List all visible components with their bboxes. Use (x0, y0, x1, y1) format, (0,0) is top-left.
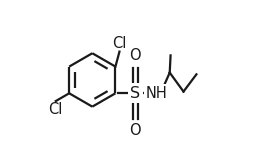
Text: O: O (130, 123, 141, 138)
Text: Cl: Cl (48, 102, 62, 118)
Text: NH: NH (146, 86, 168, 101)
Text: S: S (130, 86, 140, 101)
Text: O: O (130, 48, 141, 63)
Text: Cl: Cl (112, 36, 127, 51)
